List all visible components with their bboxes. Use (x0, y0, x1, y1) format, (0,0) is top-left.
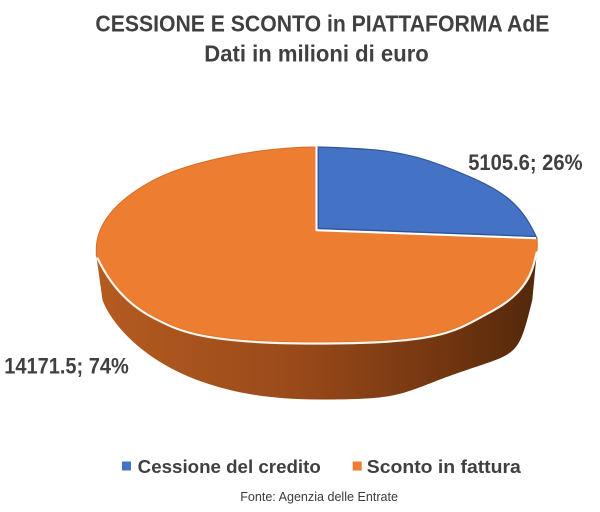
svg-text:Dati in milioni di euro: Dati in milioni di euro (204, 41, 428, 67)
svg-text:Cessione del credito: Cessione del credito (138, 457, 321, 477)
svg-text:Fonte: Agenzia delle Entrate: Fonte: Agenzia delle Entrate (240, 489, 398, 504)
svg-text:CESSIONE E SCONTO in PIATTAFOR: CESSIONE E SCONTO in PIATTAFORMA AdE (95, 11, 549, 37)
svg-text:Sconto in fattura: Sconto in fattura (367, 457, 522, 477)
svg-text:5105.6; 26%: 5105.6; 26% (468, 150, 582, 175)
svg-text:14171.5; 74%: 14171.5; 74% (4, 354, 129, 379)
